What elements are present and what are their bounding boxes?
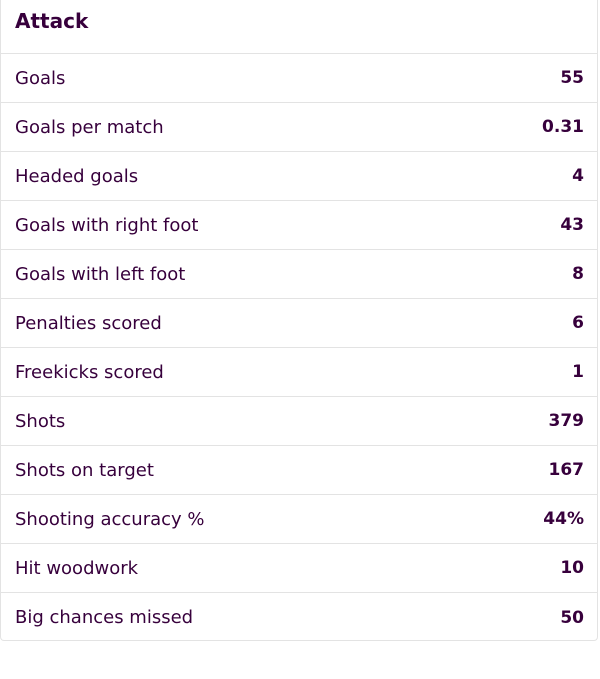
stat-row-shooting-accuracy: Shooting accuracy % 44% bbox=[1, 495, 597, 544]
stat-row-penalties-scored: Penalties scored 6 bbox=[1, 299, 597, 348]
stat-value: 8 bbox=[572, 264, 584, 284]
stat-value: 6 bbox=[572, 313, 584, 333]
stat-value: 1 bbox=[572, 362, 584, 382]
stat-label: Shots bbox=[15, 410, 66, 432]
stat-row-shots: Shots 379 bbox=[1, 397, 597, 446]
stat-row-headed-goals: Headed goals 4 bbox=[1, 152, 597, 201]
stat-row-goals-right-foot: Goals with right foot 43 bbox=[1, 201, 597, 250]
stat-row-shots-on-target: Shots on target 167 bbox=[1, 446, 597, 495]
stat-label: Headed goals bbox=[15, 165, 139, 187]
stat-label: Goals with left foot bbox=[15, 263, 186, 285]
stat-value: 167 bbox=[548, 460, 585, 480]
stat-value: 379 bbox=[548, 411, 585, 431]
stat-label: Penalties scored bbox=[15, 312, 162, 334]
stat-label: Big chances missed bbox=[15, 607, 194, 628]
stat-row-hit-woodwork: Hit woodwork 10 bbox=[1, 544, 597, 593]
stat-label: Shooting accuracy % bbox=[15, 508, 205, 530]
stat-value: 50 bbox=[560, 607, 584, 628]
stat-value: 0.31 bbox=[542, 117, 584, 137]
stat-row-freekicks-scored: Freekicks scored 1 bbox=[1, 348, 597, 397]
attack-stats-card: Attack Goals 55 Goals per match 0.31 Hea… bbox=[0, 0, 598, 641]
stat-row-goals: Goals 55 bbox=[1, 54, 597, 103]
stat-value: 43 bbox=[560, 215, 584, 235]
stat-label: Hit woodwork bbox=[15, 557, 139, 579]
stat-value: 10 bbox=[560, 558, 584, 578]
section-title: Attack bbox=[15, 9, 89, 33]
card-header: Attack bbox=[1, 0, 597, 54]
stat-row-goals-per-match: Goals per match 0.31 bbox=[1, 103, 597, 152]
stat-label: Goals bbox=[15, 67, 66, 89]
stat-label: Shots on target bbox=[15, 459, 154, 481]
stat-value: 4 bbox=[572, 166, 584, 186]
stat-row-goals-left-foot: Goals with left foot 8 bbox=[1, 250, 597, 299]
stat-row-big-chances-missed: Big chances missed 50 bbox=[1, 593, 597, 642]
stat-list: Goals 55 Goals per match 0.31 Headed goa… bbox=[1, 54, 597, 642]
stat-label: Goals with right foot bbox=[15, 214, 199, 236]
stat-label: Goals per match bbox=[15, 116, 164, 138]
stat-value: 44% bbox=[543, 509, 584, 529]
stat-label: Freekicks scored bbox=[15, 361, 164, 383]
stat-value: 55 bbox=[560, 68, 584, 88]
